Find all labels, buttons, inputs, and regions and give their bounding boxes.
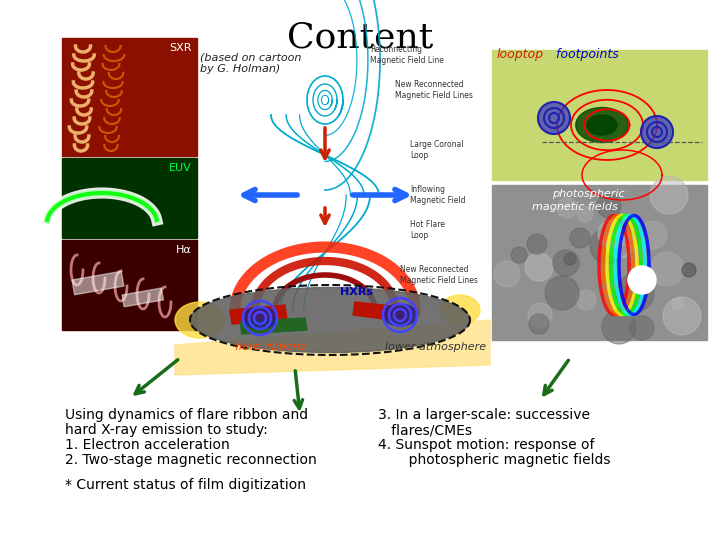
Circle shape: [606, 230, 634, 258]
Bar: [72, 271, 124, 295]
Circle shape: [577, 206, 593, 222]
Ellipse shape: [576, 107, 629, 143]
Bar: [62, 38, 197, 156]
Circle shape: [553, 250, 579, 276]
Circle shape: [598, 220, 626, 248]
Circle shape: [663, 297, 701, 335]
Text: Reconnecting
Magnetic Field Line: Reconnecting Magnetic Field Line: [370, 45, 444, 65]
Ellipse shape: [440, 295, 480, 325]
Bar: [62, 158, 197, 238]
Ellipse shape: [190, 287, 470, 353]
Polygon shape: [353, 302, 410, 322]
Circle shape: [615, 243, 627, 255]
Circle shape: [639, 221, 667, 249]
Bar: [492, 50, 707, 180]
Polygon shape: [230, 305, 287, 324]
Ellipse shape: [175, 302, 225, 338]
Ellipse shape: [587, 115, 617, 135]
Text: hard X-ray emission to study:: hard X-ray emission to study:: [65, 423, 268, 437]
Text: photospheric: photospheric: [552, 189, 625, 199]
Text: New Reconnected
Magnetic Field Lines: New Reconnected Magnetic Field Lines: [400, 265, 478, 285]
Text: 2. Two-stage magnetic reconnection: 2. Two-stage magnetic reconnection: [65, 453, 317, 467]
Circle shape: [525, 253, 553, 281]
Bar: [122, 288, 163, 307]
Text: * Current status of film digitization: * Current status of film digitization: [65, 478, 306, 492]
Circle shape: [672, 298, 684, 310]
Circle shape: [616, 229, 632, 245]
Text: 1. Electron acceleration: 1. Electron acceleration: [65, 438, 230, 452]
Circle shape: [576, 290, 596, 310]
Text: photospheric magnetic fields: photospheric magnetic fields: [378, 453, 611, 467]
Circle shape: [590, 228, 626, 264]
Bar: [62, 240, 197, 330]
Circle shape: [682, 263, 696, 277]
Circle shape: [528, 303, 552, 327]
Text: Hα: Hα: [176, 245, 192, 255]
Circle shape: [564, 253, 576, 265]
Circle shape: [538, 102, 570, 134]
Text: Content: Content: [287, 20, 433, 54]
Text: 3. In a larger-scale: successive: 3. In a larger-scale: successive: [378, 408, 590, 422]
Circle shape: [511, 247, 527, 263]
Circle shape: [557, 198, 577, 218]
Text: magnetic fields: magnetic fields: [532, 202, 618, 212]
Polygon shape: [240, 318, 307, 334]
Circle shape: [545, 276, 579, 310]
Text: HXRs: HXRs: [340, 287, 373, 297]
Text: SXR: SXR: [169, 43, 192, 53]
Text: Large Coronal
Loop: Large Coronal Loop: [410, 140, 464, 160]
Text: looptop: looptop: [497, 48, 544, 61]
Circle shape: [630, 316, 654, 340]
Text: Using dynamics of flare ribbon and: Using dynamics of flare ribbon and: [65, 408, 308, 422]
Circle shape: [494, 261, 520, 287]
Circle shape: [650, 252, 684, 286]
Text: 4. Sunspot motion: response of: 4. Sunspot motion: response of: [378, 438, 595, 452]
Circle shape: [597, 194, 621, 218]
Text: EUV: EUV: [169, 163, 192, 173]
Circle shape: [628, 266, 656, 294]
Bar: [492, 185, 707, 340]
Circle shape: [529, 314, 549, 334]
Circle shape: [641, 116, 673, 148]
Text: Hot Flare
Loop: Hot Flare Loop: [410, 220, 445, 240]
Circle shape: [616, 274, 654, 312]
Text: lower atmosphere: lower atmosphere: [385, 342, 486, 352]
Circle shape: [604, 216, 630, 242]
Text: footpoints: footpoints: [552, 48, 618, 61]
Circle shape: [602, 310, 636, 344]
Circle shape: [617, 216, 645, 244]
Text: Inflowing
Magnetic Field: Inflowing Magnetic Field: [410, 185, 466, 205]
Text: (based on cartoon
by G. Holman): (based on cartoon by G. Holman): [200, 52, 302, 73]
Text: New Reconnected
Magnetic Field Lines: New Reconnected Magnetic Field Lines: [395, 80, 473, 100]
Circle shape: [650, 176, 688, 214]
Polygon shape: [175, 320, 490, 375]
Circle shape: [527, 234, 547, 254]
Text: flare ribbons: flare ribbons: [235, 342, 305, 352]
Text: flares/CMEs: flares/CMEs: [378, 423, 472, 437]
Ellipse shape: [383, 304, 417, 326]
Circle shape: [570, 228, 590, 248]
Ellipse shape: [243, 307, 277, 329]
